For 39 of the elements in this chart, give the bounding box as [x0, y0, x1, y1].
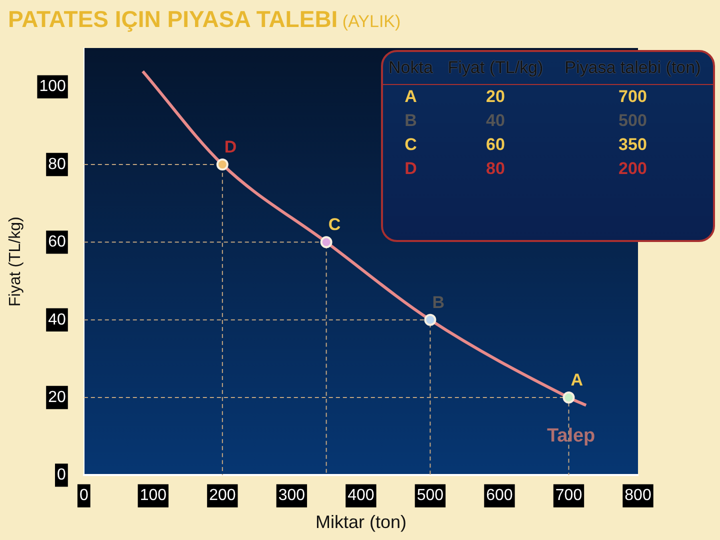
annotation: Talep: [546, 425, 596, 446]
annotation: Piyasa talebi (ton): [552, 52, 713, 84]
x-tick-label: 500: [416, 487, 444, 504]
x-tick-label: 400: [348, 487, 374, 504]
x-tick-label: 100: [140, 487, 167, 504]
annotation: B: [404, 110, 418, 132]
annotation: 700: [618, 86, 648, 108]
annotation: 40: [485, 110, 506, 132]
annotation: 500: [618, 110, 648, 132]
annotation: Nokta: [383, 52, 438, 84]
annotation: D: [404, 158, 418, 180]
y-tick-label: 20: [48, 388, 66, 406]
annotation: A: [570, 370, 584, 390]
annotation: 80: [485, 158, 506, 180]
annotation: A: [404, 86, 418, 108]
annotation: B: [432, 292, 444, 312]
x-tick-label: 600: [486, 487, 513, 504]
y-tick-label: 100: [39, 78, 66, 96]
y-tick-label: 40: [48, 311, 66, 328]
annotation: 60: [485, 134, 506, 156]
annotation: 350: [618, 134, 648, 156]
annotation: D: [224, 138, 237, 157]
annotation: 20: [485, 86, 506, 108]
annotation: 200: [618, 158, 648, 180]
y-axis-title: Fiyat (TL/kg): [7, 216, 24, 306]
x-tick-label: 300: [278, 487, 306, 504]
annotation: C: [328, 215, 341, 234]
annotation: C: [404, 134, 418, 156]
x-tick-label: 200: [209, 487, 236, 504]
y-tick-label: 80: [48, 156, 66, 173]
chart-subtitle: (AYLIK): [341, 12, 401, 31]
y-tick-label: 0: [56, 466, 66, 484]
x-axis-title: Miktar (ton): [315, 512, 406, 532]
chart-title: PATATES IÇIN PIYASA TALEBI: [8, 6, 338, 32]
x-tick-label: 700: [555, 487, 582, 504]
x-tick-label: 800: [624, 487, 652, 504]
y-tick-label: 60: [48, 234, 66, 251]
annotation: Fiyat (TL/kg): [438, 52, 552, 84]
x-tick-label: 0: [79, 487, 88, 504]
